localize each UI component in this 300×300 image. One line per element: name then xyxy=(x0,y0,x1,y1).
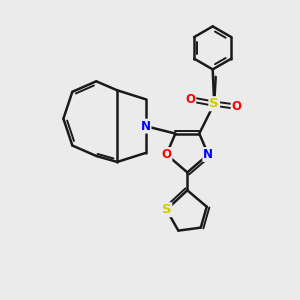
Text: O: O xyxy=(232,100,242,113)
Text: N: N xyxy=(203,148,213,161)
Text: O: O xyxy=(161,148,171,161)
Text: O: O xyxy=(185,93,195,106)
Text: S: S xyxy=(209,97,219,110)
Text: S: S xyxy=(162,203,171,216)
Text: N: N xyxy=(140,120,151,133)
